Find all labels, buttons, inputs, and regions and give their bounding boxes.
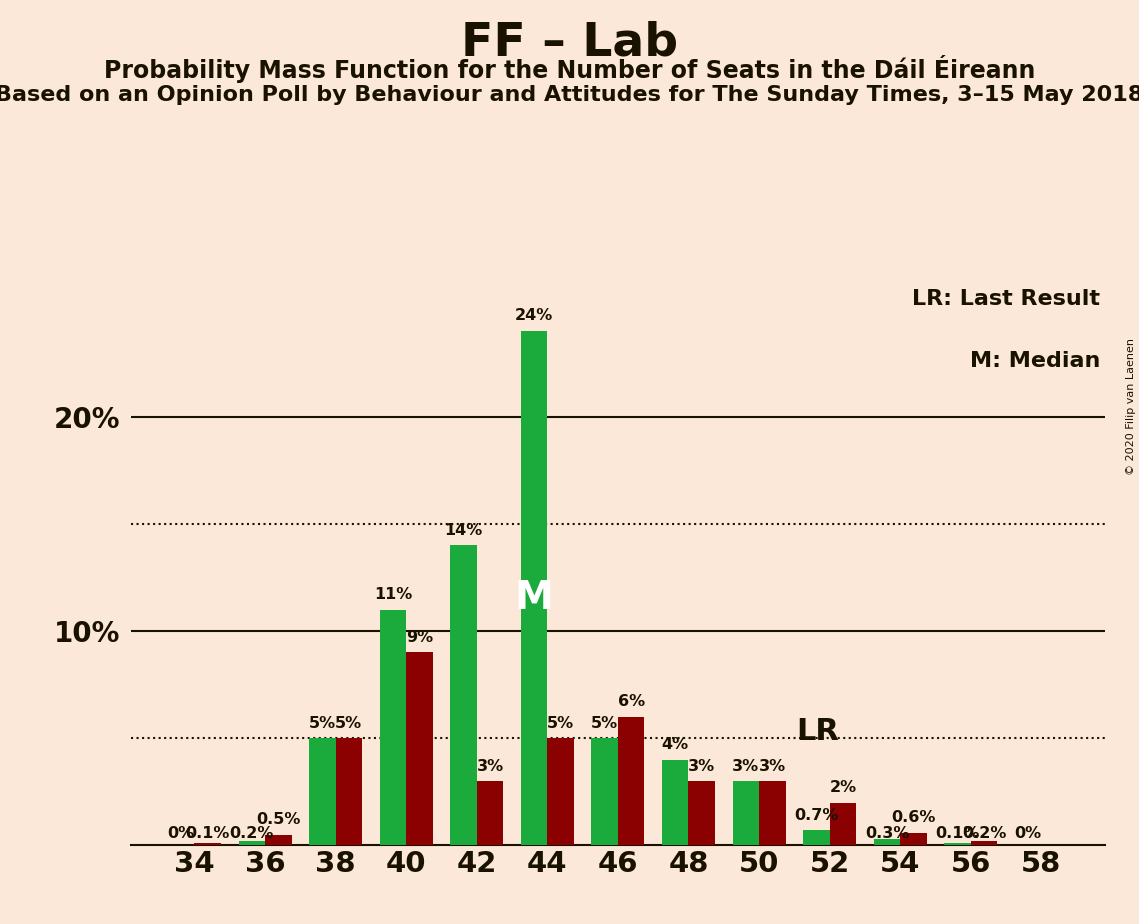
Bar [336,738,362,845]
Text: FF – Lab: FF – Lab [461,20,678,66]
Text: 6%: 6% [617,694,645,710]
Bar [617,717,645,845]
Bar [450,545,477,845]
Bar [238,841,265,845]
Text: 3%: 3% [732,759,760,773]
Text: 2%: 2% [829,780,857,795]
Text: 3%: 3% [759,759,786,773]
Text: LR: Last Result: LR: Last Result [912,288,1100,309]
Text: 24%: 24% [515,309,554,323]
Text: Based on an Opinion Poll by Behaviour and Attitudes for The Sunday Times, 3–15 M: Based on an Opinion Poll by Behaviour an… [0,85,1139,105]
Text: 0.2%: 0.2% [961,826,1006,841]
Bar [195,844,221,845]
Text: 3%: 3% [688,759,715,773]
Text: 0.1%: 0.1% [186,826,230,841]
Bar [970,841,998,845]
Bar [662,760,688,845]
Text: 9%: 9% [405,630,433,645]
Text: © 2020 Filip van Laenen: © 2020 Filip van Laenen [1126,338,1136,475]
Bar [407,652,433,845]
Bar [944,844,970,845]
Text: 4%: 4% [662,737,689,752]
Text: 5%: 5% [335,716,362,731]
Bar [732,781,759,845]
Bar [874,839,900,845]
Text: 0.5%: 0.5% [256,812,301,827]
Text: LR: LR [796,717,839,747]
Text: 5%: 5% [309,716,336,731]
Bar [379,610,407,845]
Text: 3%: 3% [476,759,503,773]
Bar [900,833,927,845]
Text: 0%: 0% [1015,826,1042,841]
Text: 0.2%: 0.2% [230,826,274,841]
Bar [548,738,574,845]
Bar [803,831,829,845]
Text: 11%: 11% [374,587,412,602]
Bar [829,803,857,845]
Text: 0%: 0% [167,826,195,841]
Text: Probability Mass Function for the Number of Seats in the Dáil Éireann: Probability Mass Function for the Number… [104,55,1035,83]
Bar [759,781,786,845]
Text: 5%: 5% [591,716,618,731]
Text: 0.3%: 0.3% [865,826,909,841]
Bar [688,781,715,845]
Text: 5%: 5% [547,716,574,731]
Bar [309,738,336,845]
Text: 14%: 14% [444,523,483,538]
Text: M: M [515,579,554,617]
Bar [591,738,617,845]
Text: 0.1%: 0.1% [935,826,980,841]
Bar [521,331,548,845]
Bar [265,834,292,845]
Bar [477,781,503,845]
Text: 0.6%: 0.6% [891,810,935,825]
Text: M: Median: M: Median [969,351,1100,371]
Text: 0.7%: 0.7% [794,808,838,823]
